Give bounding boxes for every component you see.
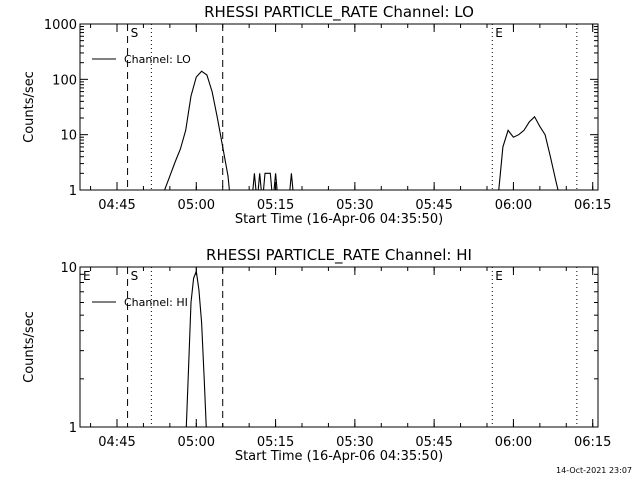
panel-2-annotation-s: S [131, 269, 139, 283]
panel-2-y-tick-label: 10 [60, 261, 77, 276]
panel-2-x-tick-label: 05:45 [415, 435, 452, 450]
panel-1-x-tick-label: 06:00 [495, 198, 532, 213]
panel-1-x-tick-label: 06:15 [574, 198, 611, 213]
panel-2-y-axis-label: Counts/sec [22, 311, 37, 383]
panel-2-title: RHESSI PARTICLE_RATE Channel: HI [206, 246, 472, 265]
panel-2-axis-box [79, 266, 599, 428]
panel-1-y-tick-label: 1 [69, 184, 77, 199]
panel-1-y-axis-label: Counts/sec [22, 71, 37, 143]
panel-1-y-tick-label: 1000 [44, 18, 77, 33]
panel-1-series-line [164, 70, 559, 190]
panel-2-x-tick-label: 04:45 [98, 435, 135, 450]
panel-1-x-tick-label: 05:45 [415, 198, 452, 213]
panel-2-x-tick-label: 06:00 [495, 435, 532, 450]
panel-1-axis-box [79, 23, 599, 191]
panel-2-x-tick-label: 05:00 [178, 435, 215, 450]
panel-2-series-line [185, 269, 207, 427]
panel-1-legend-label: Channel: LO [124, 53, 191, 66]
panel-1-x-tick-label: 04:45 [98, 198, 135, 213]
panel-2-x-tick-label: 05:30 [336, 435, 373, 450]
panel-1-x-tick-label: 05:15 [257, 198, 294, 213]
panel-1-annotation-e: E [495, 26, 503, 40]
panel-1-x-axis-label: Start Time (16-Apr-06 04:35:50) [235, 212, 443, 227]
panel-1-y-tick-label: 10 [60, 129, 77, 144]
panel-2-annotation-e: E [495, 269, 503, 283]
panel-2-legend-label: Channel: HI [124, 296, 188, 309]
panel-1-title: RHESSI PARTICLE_RATE Channel: LO [204, 3, 474, 22]
panel-2-annotation-e: E [83, 269, 91, 283]
panel-1-annotation-s: S [131, 26, 139, 40]
panel-2-x-axis-label: Start Time (16-Apr-06 04:35:50) [235, 449, 443, 464]
plot-timestamp: 14-Oct-2021 23:07 [556, 466, 632, 475]
panel-2-y-tick-label: 1 [69, 421, 77, 436]
panel-2-x-tick-label: 05:15 [257, 435, 294, 450]
panel-1-x-tick-label: 05:00 [178, 198, 215, 213]
panel-2-x-tick-label: 06:15 [574, 435, 611, 450]
panel-1-x-tick-label: 05:30 [336, 198, 373, 213]
panel-1-y-tick-label: 100 [52, 73, 77, 88]
